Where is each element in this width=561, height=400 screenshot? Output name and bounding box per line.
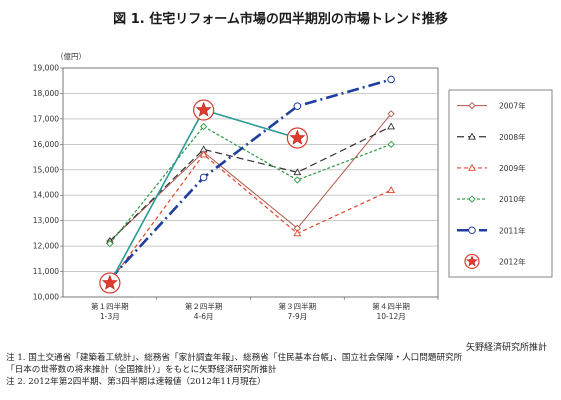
chart-title: 図 1. 住宅リフォーム市場の四半期別の市場トレンド推移	[113, 12, 448, 27]
x-tick-sublabel: 1-3月	[100, 312, 120, 321]
legend-label: 2011年	[499, 225, 526, 235]
x-tick-sublabel: 4-6月	[194, 312, 214, 321]
legend-item: 2010年	[457, 194, 526, 204]
y-tick-label: 16,000	[33, 140, 59, 149]
y-tick-label: 14,000	[33, 191, 59, 200]
y-tick-label: 10,000	[33, 293, 59, 302]
data-point	[293, 168, 302, 176]
legend-label: 2009年	[499, 163, 526, 173]
series-2012年	[99, 99, 308, 294]
y-tick: 17,000	[33, 114, 63, 123]
y-tick: 13,000	[33, 216, 63, 225]
data-point	[466, 255, 478, 267]
data-point	[289, 129, 306, 145]
legend-item: 2008年	[457, 132, 526, 142]
legend-item: 2011年	[457, 225, 526, 235]
data-point	[387, 75, 395, 84]
y-tick: 16,000	[33, 140, 63, 149]
series-2010年	[106, 122, 395, 248]
data-point	[468, 226, 476, 235]
legend-label: 2007年	[499, 101, 526, 111]
x-tick-label: 第３四半期	[279, 301, 317, 311]
y-tick-label: 11,000	[33, 267, 59, 276]
y-tick-label: 18,000	[33, 89, 59, 98]
series-line	[109, 125, 392, 242]
data-point	[468, 195, 476, 203]
y-tick: 10,000	[33, 293, 63, 302]
x-tick-label: 第４四半期	[372, 301, 410, 311]
legend-box	[448, 89, 553, 278]
data-point	[101, 274, 118, 290]
plot-area	[62, 67, 439, 298]
data-point	[199, 173, 208, 182]
data-point	[195, 101, 212, 117]
legend-label: 2008年	[499, 132, 526, 142]
legend-label: 2010年	[499, 194, 526, 204]
line-chart: 10,000 11,000 12,000 13,000 14,000 15,000 16,0…	[33, 51, 553, 321]
y-tick: 19,000	[33, 64, 63, 73]
y-tick-label: 19,000	[33, 64, 59, 73]
footnote-2: 注 2. 2012年第2四半期、第3四半期は速報値（2012年11月現在）	[6, 377, 266, 387]
data-point	[199, 122, 208, 131]
footnotes: 注 1. 国土交通省「建築着工統計」、総務省「家計調査年報」、総務省「住民基本台…	[6, 352, 556, 388]
y-tick: 11,000	[33, 267, 63, 276]
data-point	[293, 229, 302, 237]
footnote-1: 注 1. 国土交通省「建築着工統計」、総務省「家計調査年報」、総務省「住民基本台…	[6, 353, 463, 363]
data-point	[387, 122, 396, 130]
x-tick-label: 第２四半期	[185, 301, 223, 311]
data-point	[106, 239, 114, 248]
data-point	[387, 110, 395, 118]
data-point	[387, 186, 396, 193]
series-line	[108, 78, 392, 281]
x-tick-sublabel: 7-9月	[288, 312, 308, 321]
y-tick-label: 17,000	[33, 114, 59, 123]
x-tick-sublabel: 10-12月	[376, 312, 405, 321]
legend-item: 2012年	[464, 253, 526, 270]
data-point	[387, 140, 395, 148]
legend-item: 2007年	[457, 101, 526, 111]
series-line	[109, 153, 392, 283]
data-point	[199, 150, 208, 158]
footnote-1-cont: 「日本の世帯数の将来推計（全国推計）」をもとに矢野経済研究所推計	[6, 365, 277, 375]
y-axis-label: （億円）	[56, 51, 86, 61]
legend-item: 2009年	[457, 163, 526, 173]
y-tick: 18,000	[33, 89, 63, 98]
source-credit: 矢野経済研究所推計	[465, 343, 547, 353]
y-tick-label: 13,000	[33, 216, 59, 225]
data-point	[468, 163, 476, 171]
y-tick: 15,000	[33, 165, 63, 174]
data-point	[293, 102, 302, 110]
x-tick-label: 第１四半期	[91, 301, 129, 311]
y-tick-label: 15,000	[33, 165, 59, 174]
data-point	[293, 176, 302, 184]
data-point	[468, 101, 476, 110]
y-tick: 12,000	[33, 242, 63, 251]
y-tick: 14,000	[33, 191, 63, 200]
data-point	[468, 132, 476, 140]
legend-label: 2012年	[499, 256, 526, 266]
y-tick-label: 12,000	[33, 242, 59, 251]
